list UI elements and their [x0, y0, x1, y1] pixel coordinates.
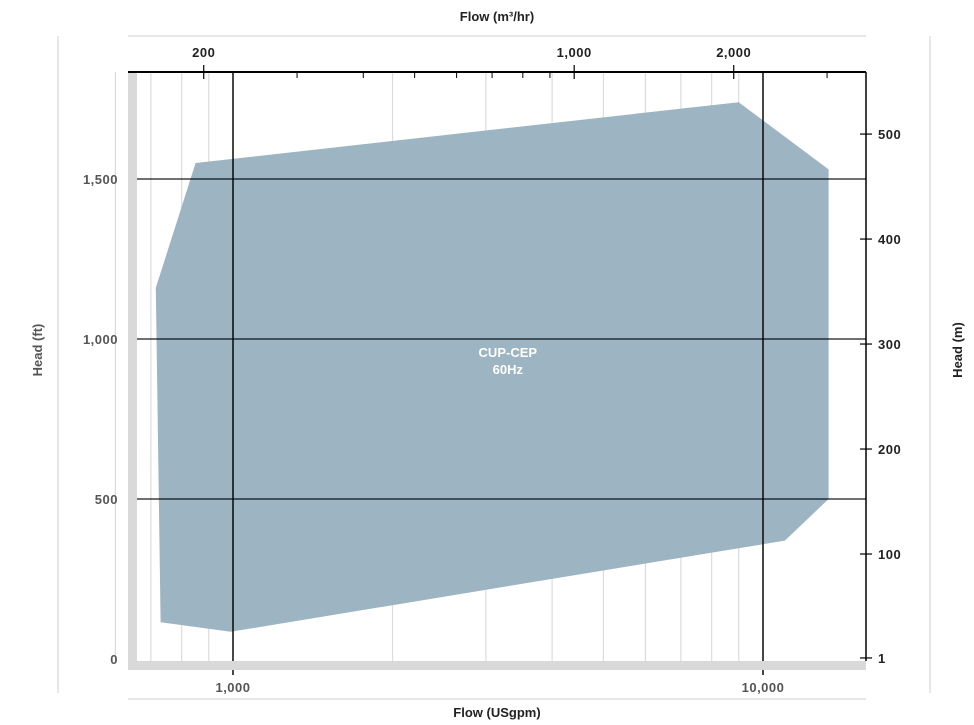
bottom-tick-label: 10,000	[742, 680, 785, 695]
right-tick-label: 200	[878, 442, 901, 457]
right-tick-label: 500	[878, 127, 901, 142]
left-tick-label: 500	[95, 492, 118, 507]
right-tick-label: 300	[878, 337, 901, 352]
right-axis-title: Head (m)	[950, 322, 965, 378]
left-tick-label: 0	[110, 652, 118, 667]
top-axis-title: Flow (m³/hr)	[460, 9, 534, 24]
left-axis-title: Head (ft)	[30, 324, 45, 377]
region-label-model: CUP-CEP	[479, 345, 538, 360]
left-axis-band	[128, 72, 137, 670]
right-tick-label: 1	[878, 651, 886, 666]
top-tick-label: 200	[192, 45, 215, 60]
bottom-axis-title: Flow (USgpm)	[453, 705, 540, 720]
right-tick-label: 400	[878, 232, 901, 247]
top-tick-label: 2,000	[716, 45, 751, 60]
left-tick-label: 1,000	[83, 332, 118, 347]
tick-marks	[203, 65, 872, 659]
top-tick-label: 1,000	[557, 45, 592, 60]
left-tick-label: 1,500	[83, 172, 118, 187]
bottom-tick-label: 1,000	[215, 680, 250, 695]
bottom-axis-band	[128, 661, 866, 670]
right-tick-label: 100	[878, 547, 901, 562]
major-gridlines	[128, 72, 866, 675]
region-label-frequency: 60Hz	[493, 362, 524, 377]
